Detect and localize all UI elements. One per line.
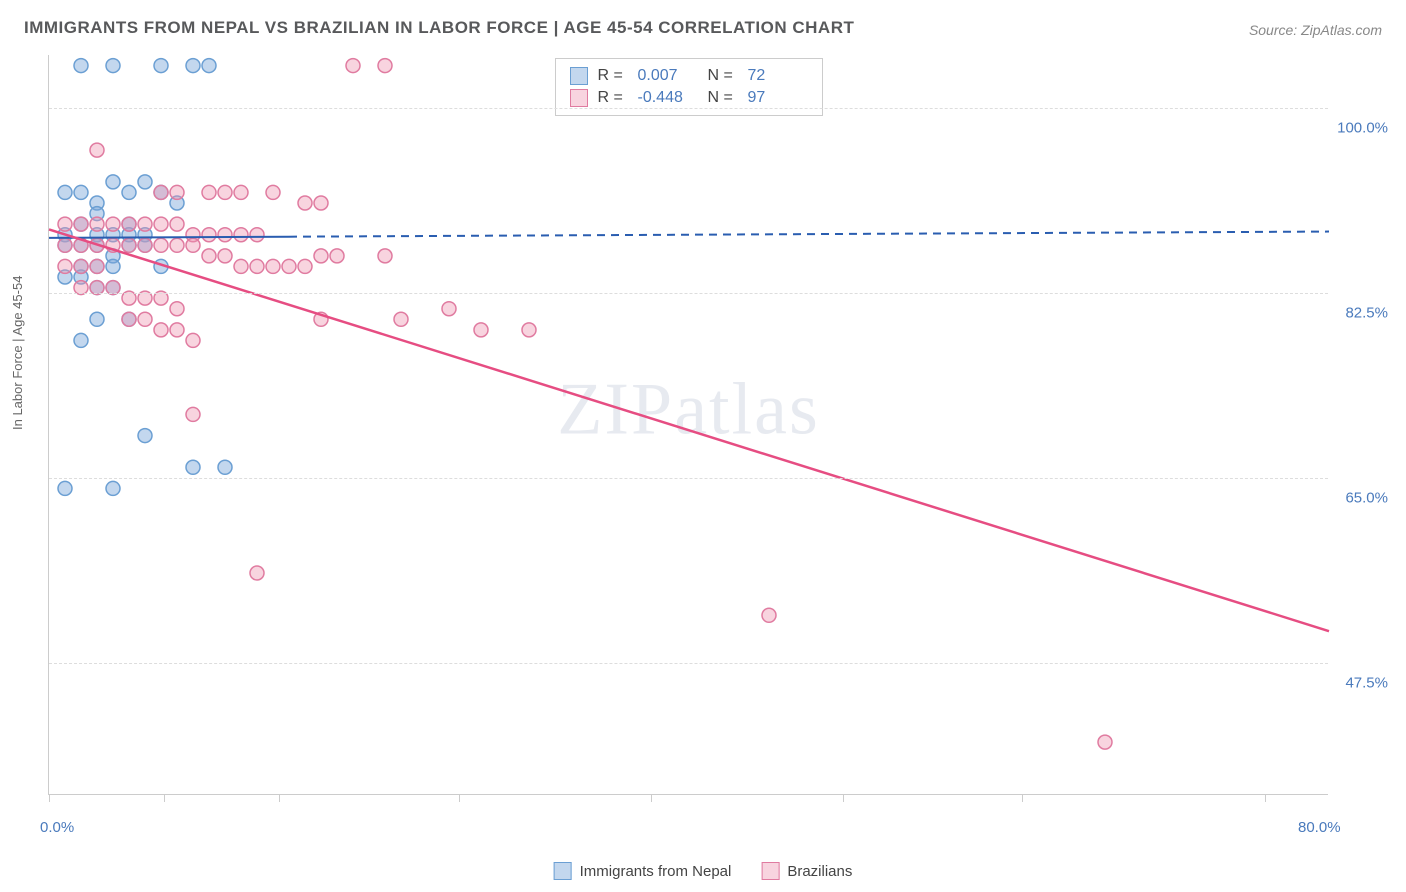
legend-item: Brazilians <box>761 862 852 880</box>
y-tick-label: 47.5% <box>1345 674 1388 691</box>
x-tick-label: 0.0% <box>40 819 74 836</box>
legend-label: N = <box>708 65 738 87</box>
legend-value: 0.007 <box>638 65 698 87</box>
legend-item-label: Immigrants from Nepal <box>580 863 732 880</box>
legend-value: -0.448 <box>638 87 698 109</box>
x-tick-mark <box>651 794 652 802</box>
series-swatch-icon <box>554 862 572 880</box>
legend-value: 72 <box>748 65 808 87</box>
chart-title: IMMIGRANTS FROM NEPAL VS BRAZILIAN IN LA… <box>24 18 854 38</box>
series-swatch-icon <box>570 89 588 107</box>
series-legend: Immigrants from Nepal Brazilians <box>554 862 853 880</box>
legend-item: Immigrants from Nepal <box>554 862 732 880</box>
gridline <box>49 293 1328 294</box>
series-swatch-icon <box>761 862 779 880</box>
scatter-chart-svg <box>49 55 1329 795</box>
legend-label: R = <box>598 87 628 109</box>
x-tick-mark <box>279 794 280 802</box>
plot-area: ZIPatlas R = 0.007 N = 72 R = -0.448 N =… <box>48 55 1328 795</box>
legend-item-label: Brazilians <box>787 863 852 880</box>
x-tick-mark <box>1265 794 1266 802</box>
gridline <box>49 478 1328 479</box>
legend-label: R = <box>598 65 628 87</box>
source-attribution: Source: ZipAtlas.com <box>1249 22 1382 38</box>
y-tick-label: 82.5% <box>1345 304 1388 321</box>
x-tick-mark <box>164 794 165 802</box>
x-tick-mark <box>49 794 50 802</box>
y-tick-label: 100.0% <box>1337 119 1388 136</box>
x-tick-label: 80.0% <box>1298 819 1341 836</box>
series-swatch-icon <box>570 67 588 85</box>
gridline <box>49 108 1328 109</box>
x-tick-mark <box>1022 794 1023 802</box>
x-tick-mark <box>843 794 844 802</box>
legend-label: N = <box>708 87 738 109</box>
y-tick-label: 65.0% <box>1345 489 1388 506</box>
legend-row: R = -0.448 N = 97 <box>570 87 808 109</box>
y-axis-title: In Labor Force | Age 45-54 <box>10 276 25 430</box>
gridline <box>49 663 1328 664</box>
x-tick-mark <box>459 794 460 802</box>
legend-row: R = 0.007 N = 72 <box>570 65 808 87</box>
legend-value: 97 <box>748 87 808 109</box>
